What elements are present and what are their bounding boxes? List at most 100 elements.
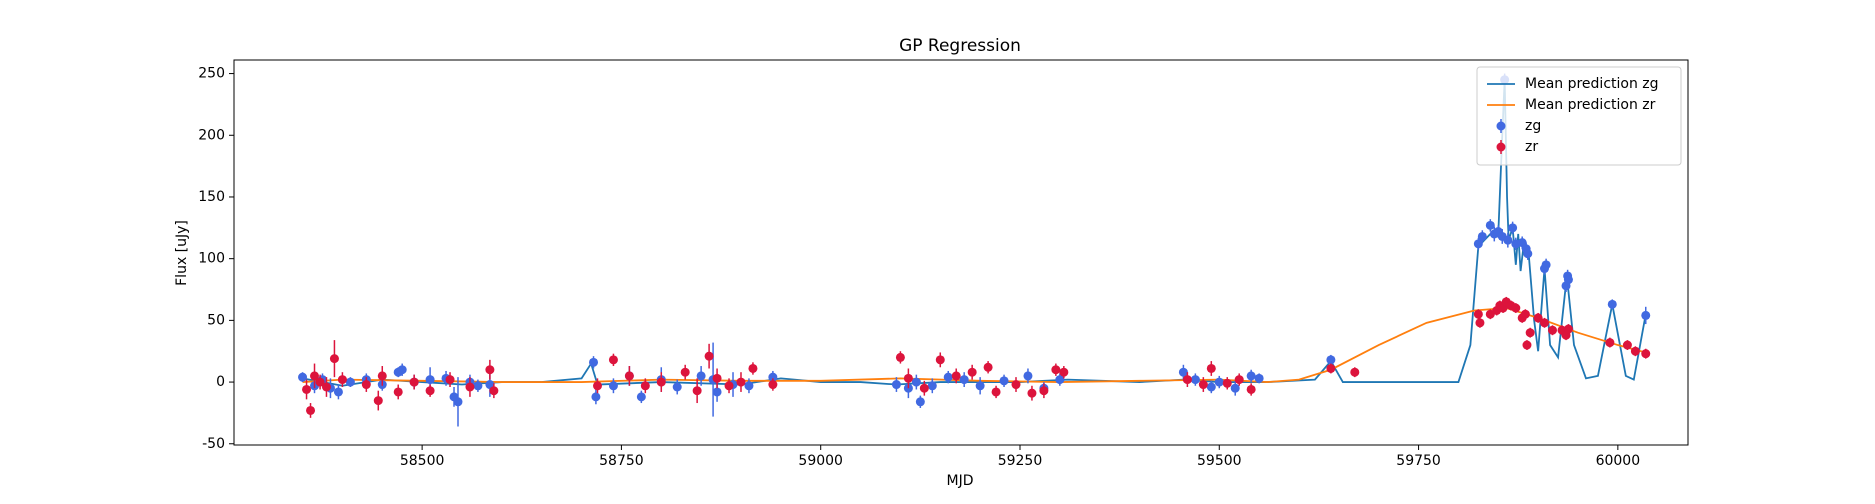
data-point bbox=[1027, 388, 1037, 398]
y-tick-label: 50 bbox=[207, 312, 225, 328]
data-point bbox=[1206, 382, 1216, 392]
data-point bbox=[959, 375, 969, 385]
data-point bbox=[1475, 318, 1485, 328]
data-point bbox=[1563, 275, 1573, 285]
data-point bbox=[337, 375, 347, 385]
data-point bbox=[1198, 380, 1208, 390]
data-point bbox=[927, 381, 937, 391]
data-point bbox=[1630, 346, 1640, 356]
data-point bbox=[377, 371, 387, 381]
data-point bbox=[425, 386, 435, 396]
data-point bbox=[935, 355, 945, 365]
data-point bbox=[1182, 375, 1192, 385]
data-point bbox=[306, 405, 316, 415]
data-point bbox=[1039, 386, 1049, 396]
legend-marker bbox=[1496, 121, 1506, 131]
data-point bbox=[373, 396, 383, 406]
data-point bbox=[333, 387, 343, 397]
data-point bbox=[1641, 349, 1651, 359]
data-point bbox=[1520, 309, 1530, 319]
y-axis-label: Flux [uJy] bbox=[174, 220, 190, 286]
chart-title: GP Regression bbox=[899, 36, 1021, 56]
data-point bbox=[748, 363, 758, 373]
data-point bbox=[489, 386, 499, 396]
data-point bbox=[1473, 309, 1483, 319]
data-point bbox=[672, 382, 682, 392]
x-tick-label: 59500 bbox=[1197, 453, 1242, 469]
plot-area bbox=[298, 73, 1651, 427]
data-point bbox=[1023, 371, 1033, 381]
data-point bbox=[991, 387, 1001, 397]
legend-label: zg bbox=[1525, 118, 1541, 134]
data-point bbox=[1222, 378, 1232, 388]
data-point bbox=[393, 387, 403, 397]
y-tick-label: -50 bbox=[202, 436, 225, 452]
legend-label: Mean prediction zg bbox=[1525, 76, 1659, 92]
data-point bbox=[315, 377, 325, 387]
data-point bbox=[768, 380, 778, 390]
data-point bbox=[919, 383, 929, 393]
data-point bbox=[1246, 384, 1256, 394]
data-point bbox=[593, 381, 602, 391]
data-point bbox=[736, 377, 746, 387]
data-point bbox=[692, 386, 702, 396]
data-point bbox=[1234, 375, 1244, 385]
data-point bbox=[345, 377, 355, 387]
data-point bbox=[321, 382, 331, 392]
data-point bbox=[724, 381, 734, 391]
data-point bbox=[1055, 375, 1065, 385]
data-point bbox=[298, 372, 308, 382]
data-point bbox=[1326, 363, 1336, 373]
data-point bbox=[636, 392, 646, 402]
data-point bbox=[1523, 249, 1533, 259]
data-point bbox=[951, 371, 961, 381]
data-point bbox=[895, 352, 905, 362]
data-point bbox=[967, 367, 977, 377]
data-point bbox=[1350, 367, 1360, 377]
data-point bbox=[975, 381, 985, 391]
data-point bbox=[329, 354, 339, 364]
data-point bbox=[1473, 239, 1483, 249]
data-point bbox=[409, 377, 419, 387]
y-tick-label: 100 bbox=[198, 251, 225, 267]
data-point bbox=[302, 384, 312, 394]
data-point bbox=[1011, 380, 1021, 390]
x-tick-label: 59250 bbox=[998, 453, 1043, 469]
data-point bbox=[485, 365, 495, 375]
data-point bbox=[768, 372, 778, 382]
data-point bbox=[608, 381, 618, 391]
data-point bbox=[397, 365, 407, 375]
data-point bbox=[465, 382, 475, 392]
data-point bbox=[1214, 377, 1224, 387]
y-tick-label: 250 bbox=[198, 66, 225, 82]
data-point bbox=[1230, 383, 1240, 393]
mean-line bbox=[302, 79, 1647, 387]
data-point bbox=[1326, 355, 1336, 365]
legend-marker bbox=[1496, 142, 1506, 152]
data-point bbox=[911, 377, 921, 387]
y-tick-label: 200 bbox=[198, 127, 225, 143]
data-point bbox=[1641, 310, 1651, 320]
data-point bbox=[1525, 328, 1535, 338]
data-point bbox=[1607, 299, 1617, 309]
data-point bbox=[361, 380, 371, 390]
data-point bbox=[1541, 260, 1551, 270]
data-point bbox=[1254, 373, 1264, 383]
data-point bbox=[712, 373, 722, 383]
legend-label: Mean prediction zr bbox=[1525, 97, 1656, 113]
data-point bbox=[1246, 371, 1256, 381]
data-point bbox=[680, 367, 690, 377]
data-point bbox=[1477, 231, 1487, 241]
data-point bbox=[696, 371, 706, 381]
x-axis-label: MJD bbox=[947, 473, 974, 489]
data-point bbox=[915, 397, 925, 407]
data-point bbox=[999, 376, 1009, 386]
data-point bbox=[473, 381, 483, 391]
x-tick-label: 58750 bbox=[599, 453, 644, 469]
data-point bbox=[1503, 235, 1513, 245]
legend-label: zr bbox=[1525, 139, 1538, 155]
data-point bbox=[1563, 324, 1573, 334]
data-point bbox=[591, 392, 601, 402]
data-point bbox=[1533, 313, 1543, 323]
